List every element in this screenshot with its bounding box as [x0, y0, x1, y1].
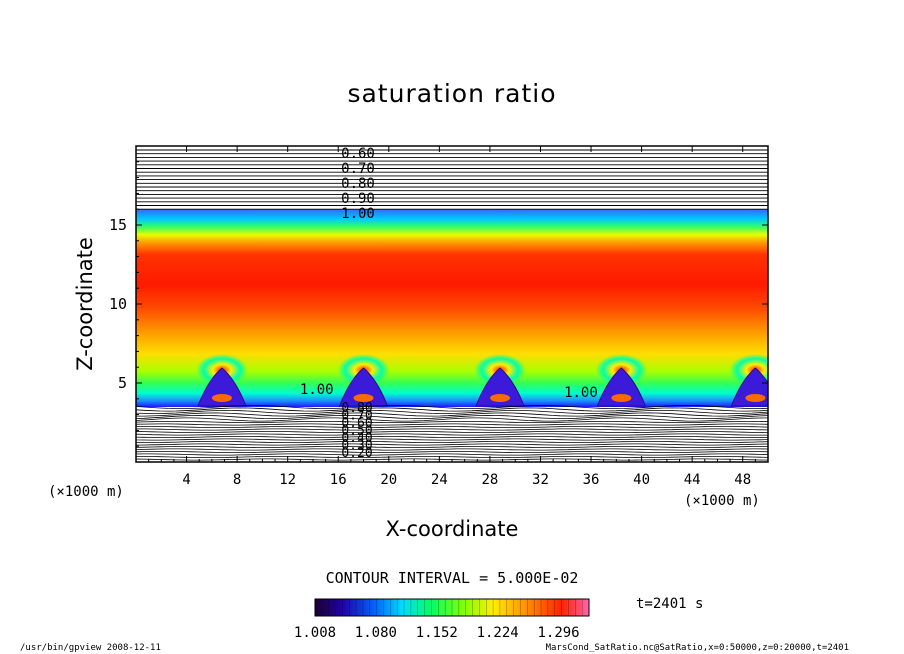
contour-line: [136, 438, 768, 441]
x-tick-label: 32: [532, 472, 549, 488]
cell-core: [338, 367, 389, 407]
x-tick-label: 24: [431, 472, 448, 488]
cell-hotspot: [745, 394, 766, 402]
cell-core: [475, 367, 525, 407]
x-tick-label: 36: [583, 472, 600, 488]
contour-line: [136, 436, 768, 438]
contour-line: [136, 458, 768, 461]
colorbar-label: 1.080: [355, 625, 397, 641]
contour-label-inline: 1.00: [564, 385, 598, 401]
contour-label: 0.70: [341, 161, 375, 177]
x-tick-label: 4: [182, 472, 190, 488]
contour-label: 0.60: [341, 146, 375, 162]
contour-line: [136, 423, 768, 426]
contour-line: [136, 417, 768, 422]
cell-hotspot: [353, 394, 374, 402]
contour-label: 0.80: [341, 401, 372, 416]
contour-line: [136, 443, 768, 446]
colorbar: 1.008 1.080 1.152 1.224 1.296: [294, 598, 590, 641]
x-tick-label: 16: [330, 472, 347, 488]
chart-title: saturation ratio: [347, 79, 556, 108]
contour-line: [136, 431, 768, 433]
x-axis-label: X-coordinate: [386, 517, 519, 541]
lower-contour-labels: 0.800.700.600.500.400.300.20: [341, 401, 372, 461]
contour-line: [136, 446, 768, 448]
contour-label: 1.00: [341, 206, 375, 222]
contour-label: 0.40: [341, 431, 372, 446]
colorbar-label: 1.296: [537, 625, 579, 641]
colorbar-labels: 1.008 1.080 1.152 1.224 1.296: [294, 625, 580, 641]
contour-line: [136, 426, 768, 428]
contour-label: 0.20: [341, 446, 372, 461]
cell-hotspot: [611, 394, 632, 402]
y-tick-label: 10: [109, 295, 127, 313]
y-axis-label: Z-coordinate: [73, 237, 97, 371]
contour-label-inline: 1.00: [300, 382, 334, 398]
contour-label: 0.70: [341, 409, 372, 424]
cell-hotspot: [490, 394, 511, 402]
x-tick-label: 8: [233, 472, 241, 488]
cell-core: [596, 367, 647, 407]
contour-line: [136, 433, 768, 436]
colorbar-bands: [321, 599, 583, 616]
contour-label: 0.90: [341, 191, 375, 207]
plot-area: [136, 146, 768, 462]
contour-interval: CONTOUR INTERVAL = 5.000E-02: [326, 569, 579, 587]
y-tick-label: 5: [118, 374, 127, 392]
x-unit-right: (×1000 m): [684, 493, 760, 509]
x-unit-left: (×1000 m): [48, 484, 124, 500]
x-tick-label: 48: [734, 472, 751, 488]
contour-label: 0.80: [341, 176, 375, 192]
contour-line: [136, 412, 768, 417]
cell-hotspot: [211, 394, 232, 402]
contour-line: [136, 428, 768, 431]
contour-line: [136, 453, 768, 456]
convective-cells: [195, 354, 768, 407]
footer-right: MarsCond_SatRatio.nc@SatRatio,x=0:50000,…: [546, 643, 849, 653]
contour-line: [136, 451, 768, 453]
contour-line: [136, 414, 768, 420]
x-tick-label: 12: [279, 472, 296, 488]
colorbar-label: 1.224: [477, 625, 519, 641]
footer-left: /usr/bin/gpview 2008-12-11: [20, 643, 161, 653]
x-tick-label: 40: [633, 472, 650, 488]
contour-line: [136, 456, 768, 458]
y-tick-label: 15: [109, 216, 127, 234]
time-label: t=2401 s: [636, 596, 703, 612]
contour-line: [136, 421, 768, 423]
contour-label: 0.30: [341, 439, 372, 454]
lower-contours: [136, 404, 768, 461]
contour-line: [136, 441, 768, 443]
upper-contours: [136, 149, 768, 210]
x-tick-label: 28: [481, 472, 498, 488]
x-axis-ticks: 4 8 12 16 20 24 28 32 36 40 44 48: [148, 146, 756, 488]
colorbar-frame: [314, 598, 590, 617]
inline-contour-labels: 1.00 1.00: [300, 382, 598, 401]
contour-line: [136, 404, 768, 410]
y-axis-ticks: 5 10 15: [109, 161, 768, 447]
colorbar-label: 1.152: [416, 625, 458, 641]
cell-core: [197, 367, 247, 407]
x-tick-label: 20: [380, 472, 397, 488]
x-tick-label: 44: [684, 472, 701, 488]
contour-label: 0.50: [341, 424, 372, 439]
contour-label: 0.60: [341, 416, 372, 431]
contour-line: [136, 448, 768, 451]
contour-line: [136, 410, 768, 414]
upper-contour-labels: 0.600.700.800.901.00: [341, 146, 375, 222]
colorbar-label: 1.008: [294, 625, 336, 641]
contour-line: [136, 407, 768, 412]
